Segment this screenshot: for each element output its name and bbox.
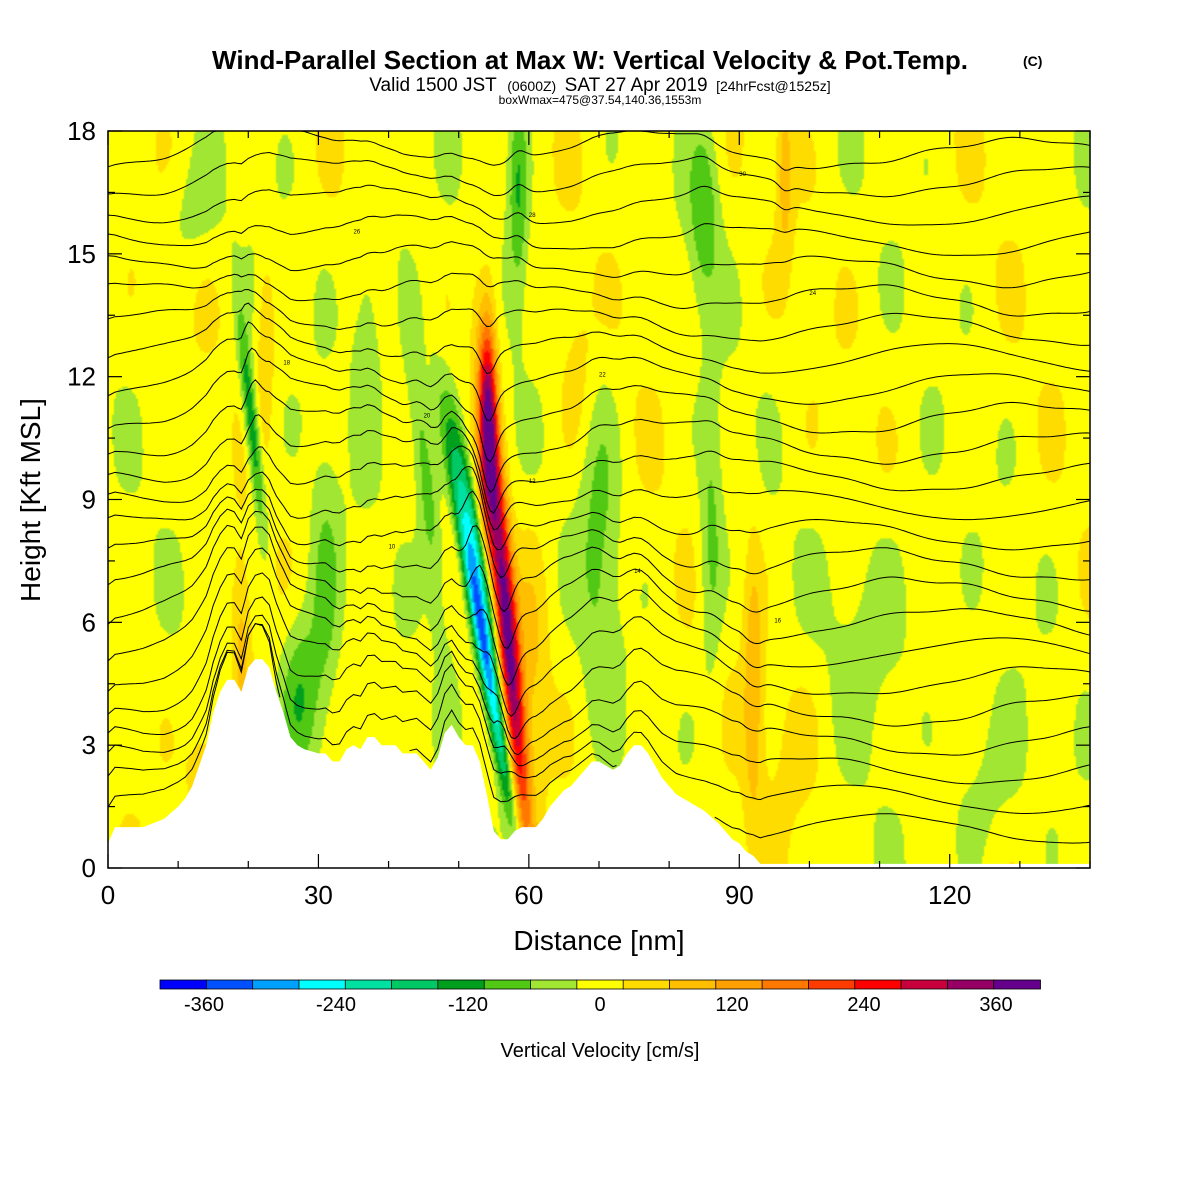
x-tick-label: 0 (101, 880, 115, 910)
valid-time-line: Valid 1500 JST (0600Z) SAT 27 Apr 2019 [… (369, 75, 830, 96)
y-tick-label: 18 (67, 116, 96, 146)
contour-label: 30 (739, 172, 746, 178)
theta-contour (107, 488, 1091, 581)
y-tick-label: 3 (82, 730, 96, 760)
colorbar-swatch (576, 979, 625, 990)
theta-contour (107, 499, 1091, 613)
plot-area: 81012141618202224262830 0306090120036912… (67, 116, 1091, 910)
colorbar-swatch (391, 979, 439, 990)
theta-contour (107, 414, 1091, 514)
theta-contour (107, 321, 1091, 421)
theta-contour (107, 288, 1091, 346)
colorbar-swatch (205, 979, 254, 990)
colorbar-swatch (761, 979, 810, 990)
colorbar-swatch (993, 979, 1041, 990)
colorbar-swatch (344, 979, 393, 990)
colorbar-tick-label: 240 (847, 994, 880, 1016)
y-tick-label: 15 (67, 239, 96, 269)
x-tick-label: 90 (725, 880, 754, 910)
colorbar-tick-label: -360 (184, 994, 224, 1016)
colorbar-swatch (437, 979, 486, 990)
theta-contour (107, 184, 1091, 226)
theta-contour (107, 572, 1091, 740)
contour-label: 12 (529, 479, 536, 485)
colorbar-swatch (808, 979, 856, 990)
theta-contour (107, 465, 1091, 551)
colorbar-swatch (483, 979, 532, 990)
theta-contour (107, 623, 1091, 814)
colorbar-swatch (900, 979, 949, 990)
contour-label: 14 (634, 569, 641, 575)
x-axis-label: Distance [nm] (513, 925, 684, 956)
theta-contour (107, 302, 1091, 375)
theta-contour (107, 614, 1091, 785)
contour-label: 22 (599, 373, 606, 379)
theta-contour (107, 445, 1091, 531)
theta-contour (107, 214, 1091, 256)
colorbar-tick-label: 0 (594, 994, 605, 1016)
colorbar-tick-label: -240 (316, 994, 356, 1016)
x-tick-label: 120 (928, 880, 971, 910)
contour-label: 28 (529, 213, 536, 219)
colorbar-swatch (252, 979, 300, 990)
colorbar-tick-label: 360 (979, 994, 1012, 1016)
colorbar: -360 -240 -120 0 120 240 360 (159, 979, 1041, 1016)
valid-date: SAT 27 Apr 2019 (565, 75, 708, 96)
colorbar-tick-label: 120 (715, 994, 748, 1016)
theta-contour (107, 272, 1091, 317)
contour-label: 16 (774, 618, 781, 624)
chart-title: Wind-Parallel Section at Max W: Vertical… (212, 45, 968, 75)
colorbar-title: Vertical Velocity [cm/s] (501, 1040, 700, 1062)
colorbar-tick-label: -120 (448, 994, 488, 1016)
y-tick-label: 0 (82, 853, 96, 883)
forecast-info: [24hrFcst@1525z] (716, 78, 831, 94)
colorbar-swatch (854, 979, 902, 990)
theta-contour (107, 510, 1091, 650)
x-tick-label: 30 (304, 880, 333, 910)
contour-label: 18 (283, 360, 290, 366)
theta-contour (107, 151, 1091, 198)
theta-contour (107, 526, 1091, 686)
colorbar-swatch (622, 979, 671, 990)
copyright-mark: (C) (1023, 53, 1042, 69)
potential-temperature-contours: 81012141618202224262830 (107, 130, 1091, 844)
colorbar-swatch (298, 979, 347, 990)
contour-label: 10 (389, 545, 396, 551)
colorbar-swatch (715, 979, 764, 990)
contour-label: 20 (424, 414, 431, 420)
axis-ticks: 0 30 60 90 120 0 3 6 9 12 15 18 (67, 116, 1091, 910)
colorbar-swatch (530, 979, 578, 990)
colorbar-swatch (669, 979, 717, 990)
y-tick-label: 9 (82, 485, 96, 515)
valid-main: Valid 1500 JST (369, 75, 497, 96)
theta-contour (107, 547, 1091, 717)
theta-contour (107, 596, 1091, 756)
y-axis-label: Height [Kft MSL] (15, 398, 46, 602)
colorbar-swatch (946, 979, 995, 990)
box-info: boxWmax=475@37.54,140.36,1553m (499, 93, 702, 107)
x-tick-label: 60 (514, 880, 543, 910)
theta-contour (107, 379, 1091, 493)
terrain-mask (108, 659, 1090, 868)
colorbar-swatch (159, 979, 208, 990)
contour-label: 24 (809, 291, 816, 297)
contour-label: 26 (354, 229, 361, 235)
valid-zulu: (0600Z) (507, 78, 556, 94)
y-tick-label: 6 (82, 607, 96, 637)
theta-contour (107, 347, 1091, 463)
y-tick-label: 12 (67, 362, 96, 392)
theta-contour (107, 241, 1091, 289)
